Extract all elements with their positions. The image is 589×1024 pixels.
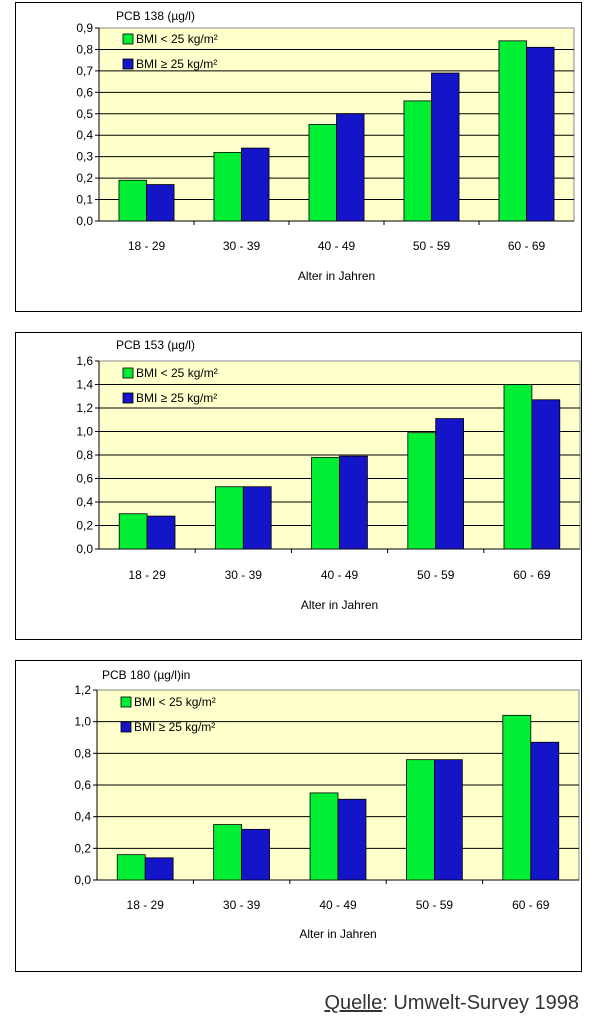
chart-pcb138: 0,0 0,1 0,2 0,3 0,4 0,5 0,6 0,7 0,8 0,9 18 - 29 30 … — [76, 9, 575, 283]
y-tick-label: 1,0 — [74, 715, 91, 729]
legend-label: BMI < 25 kg/m² — [136, 366, 218, 380]
legend-swatch — [122, 58, 134, 70]
y-tick-label: 0,0 — [74, 873, 91, 887]
bar-bmi-under-25 — [118, 513, 148, 550]
source-text: : Umwelt-Survey 1998 — [382, 992, 579, 1014]
bar-bmi-under-25 — [118, 179, 147, 222]
source-label[interactable]: Quelle — [324, 992, 383, 1014]
x-tick-label: 50 - 59 — [417, 568, 455, 582]
bar-bmi-under-25 — [213, 824, 242, 881]
x-axis-label: Alter in Jahren — [298, 269, 375, 283]
y-tick-label: 0,2 — [76, 519, 93, 533]
x-axis-label: Alter in Jahren — [299, 927, 376, 941]
y-tick-label: 1,6 — [76, 354, 93, 368]
chart-title: PCB 153 (µg/l) — [116, 338, 195, 352]
legend-label: BMI ≥ 25 kg/m² — [136, 391, 217, 405]
y-tick-label: 0,2 — [74, 841, 91, 855]
y-tick-label: 0,6 — [76, 85, 93, 99]
chart-pcb180: 0,0 0,2 0,4 0,6 0,8 1,0 1,2 18 - 29 30 - 39 40 - … — [74, 668, 580, 941]
x-tick-label: 60 - 69 — [513, 568, 551, 582]
bar-bmi-under-25 — [502, 714, 532, 881]
bar-bmi-25-plus — [339, 455, 368, 550]
y-tick-label: 0,8 — [76, 448, 93, 462]
y-tick-label: 0,4 — [76, 495, 93, 509]
y-tick-label: 0,0 — [76, 214, 93, 228]
bar-bmi-25-plus — [531, 399, 561, 550]
bar-bmi-25-plus — [146, 184, 175, 222]
x-axis-label: Alter in Jahren — [301, 598, 378, 612]
x-tick-label: 30 - 39 — [223, 239, 261, 253]
x-tick-label: 60 - 69 — [508, 239, 546, 253]
y-tick-label: 0,8 — [76, 42, 93, 56]
bar-bmi-25-plus — [146, 515, 176, 550]
legend-swatch — [120, 721, 132, 733]
legend-swatch — [120, 696, 132, 708]
legend-label: BMI ≥ 25 kg/m² — [134, 720, 215, 734]
y-tick-label: 0,6 — [76, 472, 93, 486]
bar-bmi-25-plus — [433, 759, 463, 881]
y-tick-label: 1,2 — [76, 401, 93, 415]
x-tick-label: 30 - 39 — [225, 568, 263, 582]
chart-title: PCB 180 (µg/l)in — [102, 668, 190, 682]
y-tick-label: 1,0 — [76, 425, 93, 439]
source-note: Quelle: Umwelt-Survey 1998 — [324, 992, 579, 1015]
bar-bmi-25-plus — [144, 857, 174, 881]
y-tick-label: 0,5 — [76, 107, 93, 121]
x-tick-label: 40 - 49 — [318, 239, 356, 253]
y-tick-label: 0,7 — [76, 64, 93, 78]
x-tick-label: 50 - 59 — [416, 898, 454, 912]
legend-swatch — [122, 33, 134, 45]
legend-swatch — [122, 367, 134, 379]
bar-bmi-25-plus — [435, 418, 464, 550]
chart-panel-pcb180: 0,0 0,2 0,4 0,6 0,8 1,0 1,2 18 - 29 30 - 39 40 - … — [15, 660, 582, 972]
bar-bmi-25-plus — [242, 486, 272, 550]
y-tick-label: 0,4 — [76, 128, 93, 142]
bar-bmi-under-25 — [309, 792, 339, 881]
bar-bmi-under-25 — [215, 486, 244, 550]
y-tick-label: 0,8 — [74, 746, 91, 760]
bar-bmi-under-25 — [311, 456, 340, 550]
legend-swatch — [122, 392, 134, 404]
bar-bmi-under-25 — [116, 854, 146, 881]
y-tick-label: 0,4 — [74, 810, 91, 824]
bar-bmi-under-25 — [407, 432, 437, 550]
bar-bmi-under-25 — [308, 124, 337, 222]
chart-title: PCB 138 (µg/l) — [116, 9, 195, 23]
bar-bmi-25-plus — [337, 798, 367, 881]
x-tick-label: 40 - 49 — [319, 898, 357, 912]
bar-bmi-25-plus — [431, 72, 460, 222]
bar-bmi-under-25 — [503, 384, 533, 550]
y-tick-label: 0,1 — [76, 193, 93, 207]
y-tick-label: 0,9 — [76, 21, 93, 35]
bar-bmi-under-25 — [403, 100, 432, 222]
bar-bmi-25-plus — [241, 147, 270, 222]
x-tick-label: 60 - 69 — [512, 898, 550, 912]
x-tick-label: 40 - 49 — [321, 568, 359, 582]
legend-label: BMI ≥ 25 kg/m² — [136, 57, 217, 71]
chart-panel-pcb138: 0,0 0,1 0,2 0,3 0,4 0,5 0,6 0,7 0,8 0,9 18 - 29 30 … — [15, 2, 582, 312]
chart-pcb153: 0,0 0,2 0,4 0,6 0,8 1,0 1,2 1,4 1,6 18 - 29 30 - 3… — [76, 338, 581, 612]
y-tick-label: 0,6 — [74, 778, 91, 792]
legend-label: BMI < 25 kg/m² — [136, 32, 218, 46]
bar-bmi-25-plus — [526, 46, 555, 222]
y-tick-label: 0,0 — [76, 542, 93, 556]
x-tick-label: 18 - 29 — [127, 898, 165, 912]
bar-bmi-under-25 — [406, 759, 435, 881]
bar-bmi-25-plus — [336, 113, 365, 222]
y-tick-label: 1,4 — [76, 378, 93, 392]
legend-label: BMI < 25 kg/m² — [134, 695, 216, 709]
bar-bmi-25-plus — [530, 741, 560, 881]
x-tick-label: 30 - 39 — [223, 898, 261, 912]
bar-bmi-25-plus — [241, 828, 270, 881]
y-tick-label: 1,2 — [74, 683, 91, 697]
chart-panel-pcb153: 0,0 0,2 0,4 0,6 0,8 1,0 1,2 1,4 1,6 18 - 29 30 - 3… — [15, 332, 582, 640]
x-tick-label: 50 - 59 — [413, 239, 451, 253]
bar-bmi-under-25 — [498, 40, 527, 222]
x-tick-label: 18 - 29 — [128, 239, 166, 253]
bar-bmi-under-25 — [213, 151, 242, 222]
y-tick-label: 0,3 — [76, 150, 93, 164]
y-tick-label: 0,2 — [76, 171, 93, 185]
x-tick-label: 18 - 29 — [128, 568, 166, 582]
